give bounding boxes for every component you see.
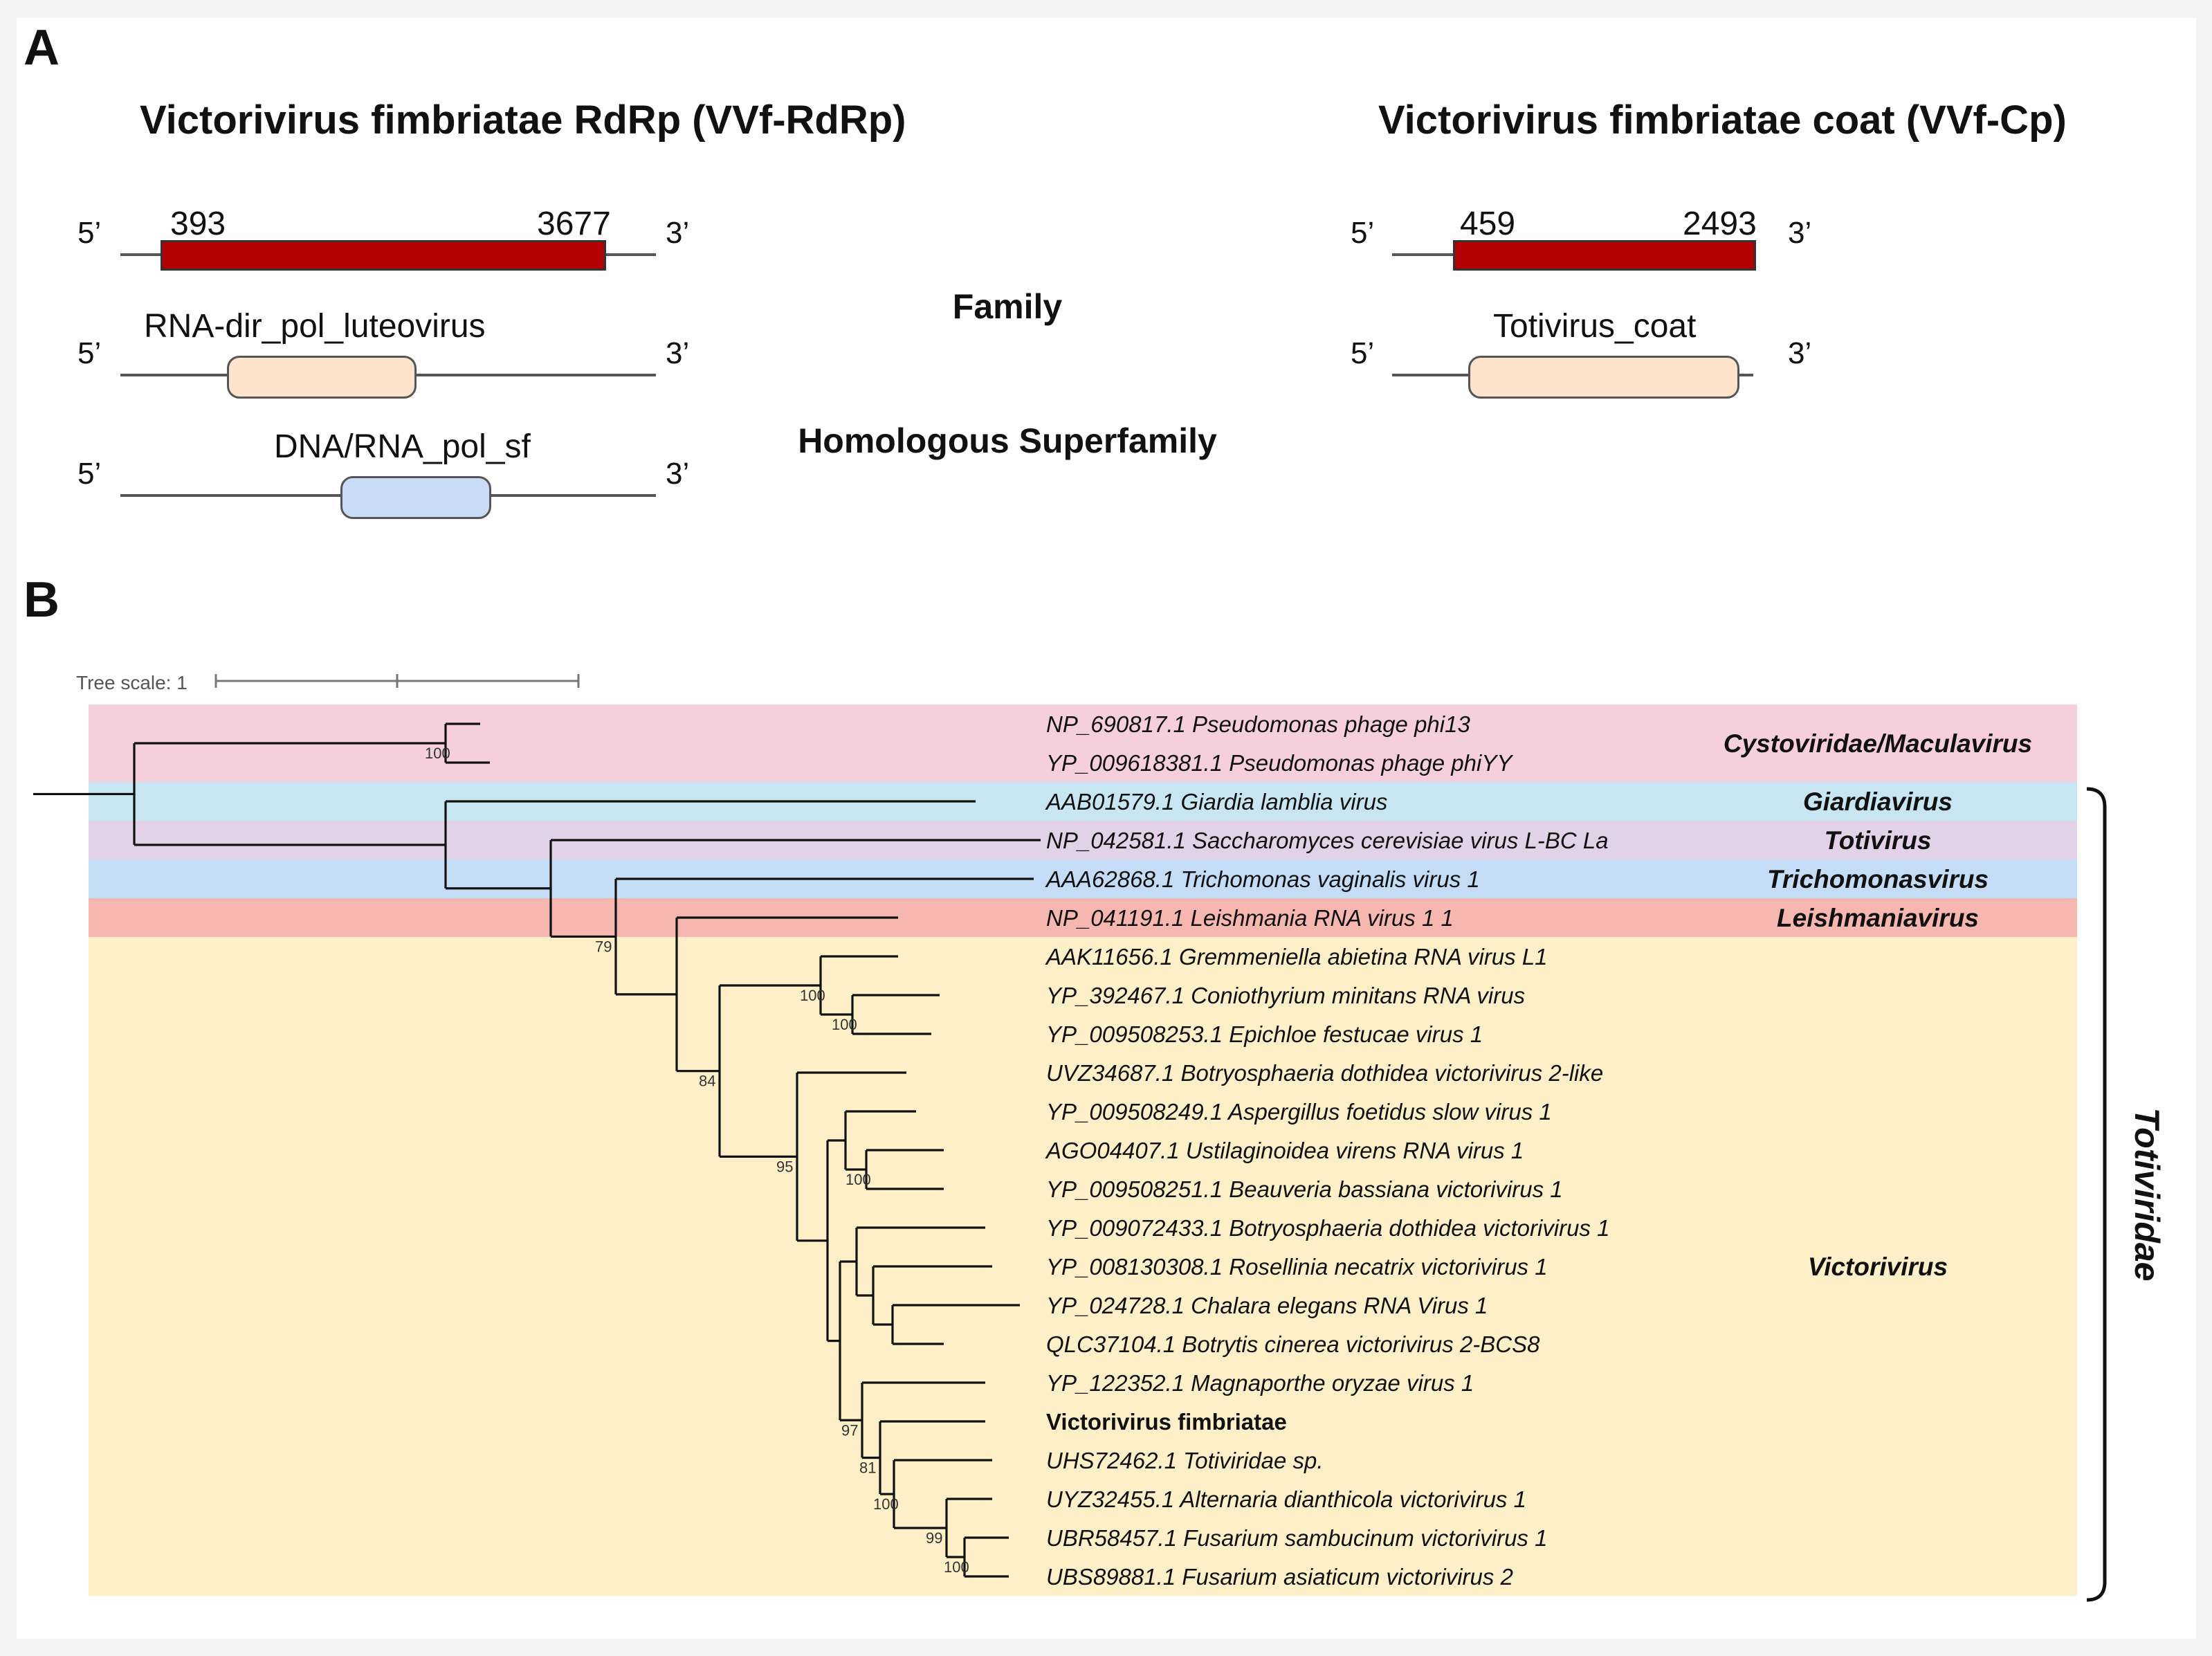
totiviridae-bracket: Totiviridae (2086, 787, 2166, 1602)
rdrp-family-3prime: 3’ (666, 336, 690, 370)
leaf-label: AGO04407.1 Ustilaginoidea virens RNA vir… (1045, 1138, 1524, 1163)
tree-scale-bar: Tree scale: 1 (76, 672, 580, 693)
bracket-line (2086, 787, 2107, 1602)
coat-family-3prime: 3’ (1788, 336, 1812, 370)
clade-label: Victorivirus (1808, 1253, 1948, 1281)
clade-label: Leishmaniavirus (1777, 904, 1979, 932)
bootstrap-value: 100 (846, 1171, 871, 1188)
family-label-totiviridae: Totiviridae (2128, 1108, 2166, 1282)
clade-band-victorivirus (89, 937, 2077, 1596)
bootstrap-value: 95 (776, 1158, 793, 1175)
clade-label: Totivirus (1825, 826, 1932, 855)
bootstrap-value: 99 (926, 1529, 942, 1547)
coat-orf-start: 459 (1460, 206, 1516, 242)
leaf-label: UVZ34687.1 Botryosphaeria dothidea victo… (1046, 1060, 1603, 1086)
leaf-label: AAA62868.1 Trichomonas vaginalis virus 1 (1045, 866, 1480, 892)
coat-family-domain-box (1468, 356, 1739, 399)
panel-a-letter: A (24, 20, 60, 75)
phylogenetic-tree: Tree scale: 1 NP_690817.1 Pseudomonas ph… (33, 672, 2166, 1602)
bootstrap-value: 100 (832, 1016, 857, 1033)
rdrp-superfamily-5prime: 5’ (77, 457, 102, 491)
bootstrap-value: 97 (841, 1421, 858, 1439)
bootstrap-value: 84 (699, 1073, 715, 1090)
rdrp-orf-end: 3677 (537, 206, 611, 242)
leaf-label: NP_042581.1 Saccharomyces cerevisiae vir… (1046, 828, 1609, 853)
leaf-label: YP_009508253.1 Epichloe festucae virus 1 (1046, 1021, 1483, 1047)
rdrp-family-domain-box (227, 356, 417, 399)
coat-orf-end: 2493 (1683, 206, 1757, 242)
rdrp-orf-bar (161, 240, 606, 271)
leaf-label: UYZ32455.1 Alternaria dianthicola victor… (1046, 1486, 1526, 1512)
rdrp-title: Victorivirus fimbriatae RdRp (VVf-RdRp) (140, 98, 906, 143)
bootstrap-value: 100 (944, 1558, 969, 1576)
clade-band-giardiavirus (89, 782, 2077, 821)
leaf-label: YP_009618381.1 Pseudomonas phage phiYY (1046, 750, 1513, 776)
leaf-label: AAB01579.1 Giardia lamblia virus (1045, 789, 1387, 815)
leaf-label: YP_008130308.1 Rosellinia necatrix victo… (1046, 1254, 1548, 1280)
clade-band-totivirus (89, 821, 2077, 859)
bootstrap-value: 100 (800, 987, 825, 1004)
rdrp-superfamily-3prime: 3’ (666, 457, 690, 491)
leaf-label: YP_009072433.1 Botryosphaeria dothidea v… (1046, 1215, 1610, 1241)
bootstrap-value: 81 (859, 1459, 876, 1477)
rdrp-family-5prime: 5’ (77, 336, 102, 370)
tree-scale-label: Tree scale: 1 (76, 672, 188, 693)
coat-title: Victorivirus fimbriatae coat (VVf-Cp) (1378, 98, 2067, 143)
leaf-label: Victorivirus fimbriatae (1046, 1409, 1287, 1435)
coat-orf-3prime: 3’ (1788, 216, 1812, 250)
leaf-label: UHS72462.1 Totiviridae sp. (1046, 1448, 1324, 1473)
leaf-label: YP_122352.1 Magnaporthe oryzae virus 1 (1046, 1370, 1474, 1396)
clade-band-trichomonasvirus (89, 859, 2077, 898)
rdrp-superfamily-domain-label: DNA/RNA_pol_sf (274, 428, 531, 465)
rdrp-orf-start: 393 (170, 206, 226, 242)
clade-label: Trichomonasvirus (1767, 865, 1989, 893)
leaf-label: YP_009508251.1 Beauveria bassiana victor… (1046, 1176, 1563, 1202)
leaf-label: UBS89881.1 Fusarium asiaticum victorivir… (1046, 1564, 1513, 1590)
leaf-label: YP_009508249.1 Aspergillus foetidus slow… (1046, 1099, 1552, 1125)
figure: A Victorivirus fimbriatae RdRp (VVf-RdRp… (17, 18, 2196, 1639)
leaf-label: AAK11656.1 Gremmeniella abietina RNA vir… (1045, 944, 1548, 970)
superfamily-label: Homologous Superfamily (798, 421, 1217, 460)
coat-orf-bar (1453, 240, 1756, 271)
rdrp-superfamily-domain-box (340, 476, 491, 519)
bootstrap-value: 100 (425, 745, 450, 762)
rdrp-orf-3prime: 3’ (666, 216, 690, 250)
leaf-label: YP_392467.1 Coniothyrium minitans RNA vi… (1046, 983, 1525, 1008)
tree-branches (33, 722, 1041, 1578)
leaf-labels: NP_690817.1 Pseudomonas phage phi13 YP_00… (1045, 711, 1610, 1590)
bootstrap-value: 79 (595, 938, 612, 955)
coat-family-domain-label: Totivirus_coat (1493, 308, 1697, 345)
clade-label: Cystoviridae/Maculavirus (1724, 729, 2032, 758)
leaf-label: UBR58457.1 Fusarium sambucinum victorivi… (1046, 1525, 1547, 1551)
leaf-label: NP_690817.1 Pseudomonas phage phi13 (1046, 711, 1470, 737)
clade-label: Giardiavirus (1803, 788, 1953, 816)
clade-labels: Cystoviridae/Maculavirus Giardiavirus Toti… (1724, 729, 2032, 1281)
rdrp-family-domain-label: RNA-dir_pol_luteovirus (144, 308, 486, 345)
rdrp-orf-5prime: 5’ (77, 216, 102, 250)
clade-band-leishmaniavirus (89, 898, 2077, 937)
leaf-label: YP_024728.1 Chalara elegans RNA Virus 1 (1046, 1293, 1488, 1318)
family-label: Family (952, 287, 1063, 326)
coat-orf-5prime: 5’ (1351, 216, 1375, 250)
bootstrap-value: 100 (873, 1495, 899, 1513)
leaf-label: QLC37104.1 Botrytis cinerea victorivirus… (1046, 1331, 1540, 1357)
leaf-label: NP_041191.1 Leishmania RNA virus 1 1 (1046, 905, 1454, 931)
panel-b-letter: B (24, 572, 60, 628)
coat-family-5prime: 5’ (1351, 336, 1375, 370)
